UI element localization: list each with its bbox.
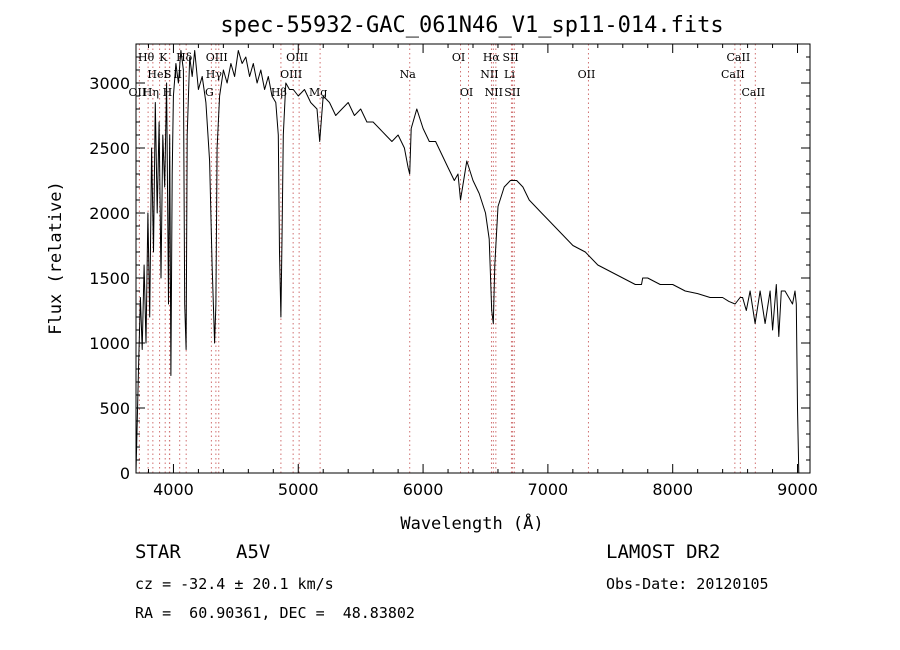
- survey-name: LAMOST DR2: [606, 541, 721, 563]
- line-label: SII: [502, 51, 518, 64]
- line-label: H: [163, 86, 173, 99]
- x-tick-label: 6000: [403, 480, 444, 499]
- x-axis-label: Wavelength (Å): [400, 512, 543, 534]
- line-label: Li: [504, 68, 515, 81]
- radec-text: RA = 60.90361, DEC = 48.83802: [135, 604, 415, 622]
- spectrum-series: [135, 50, 800, 474]
- line-label: Hβ: [271, 86, 287, 99]
- y-axis-label: Flux (relative): [46, 181, 66, 335]
- line-label: Mg: [309, 86, 327, 99]
- line-label: CaII: [741, 86, 765, 99]
- obs-date-text: Obs-Date: 20120105: [606, 575, 769, 593]
- x-tick-label: 8000: [652, 480, 693, 499]
- y-tick-label: 2500: [89, 139, 130, 158]
- line-label: Na: [400, 68, 417, 81]
- emission-line-markers: [138, 44, 756, 473]
- line-label: OIII: [206, 51, 228, 64]
- line-label: CaII: [727, 51, 751, 64]
- y-tick-label: 500: [99, 399, 130, 418]
- line-label: OII: [129, 86, 147, 99]
- line-label: Hα: [483, 51, 501, 64]
- object-subclass: A5V: [236, 541, 271, 563]
- x-tick-label: 9000: [777, 480, 818, 499]
- line-label: HeI: [147, 68, 167, 81]
- line-label: K: [159, 51, 168, 64]
- line-label: Hγ: [206, 68, 223, 81]
- line-label: CaII: [721, 68, 745, 81]
- x-tick-label: 5000: [278, 480, 319, 499]
- y-tick-label: 2000: [89, 204, 130, 223]
- line-label: SII: [504, 86, 520, 99]
- x-tick-label: 7000: [528, 480, 569, 499]
- line-label: Hη: [143, 86, 159, 99]
- line-label: OII: [578, 68, 596, 81]
- y-tick-label: 3000: [89, 74, 130, 93]
- redshift-text: cz = -32.4 ± 20.1 km/s: [135, 575, 334, 593]
- x-axis-ticks: 4000 5000 6000 7000 8000 9000: [147, 44, 818, 499]
- line-label: OI: [460, 86, 473, 99]
- plot-frame: [135, 43, 811, 474]
- line-label: OI: [452, 51, 465, 64]
- x-tick-label: 4000: [153, 480, 194, 499]
- line-label: OIII: [280, 68, 302, 81]
- object-class: STAR: [135, 541, 181, 563]
- line-label: NII: [485, 86, 503, 99]
- line-label: G: [205, 86, 214, 99]
- y-tick-label: 0: [120, 464, 130, 483]
- line-label: Hθ: [138, 51, 155, 64]
- line-label: OIII: [286, 51, 308, 64]
- spectrum-line: [135, 50, 800, 474]
- chart-title: spec-55932-GAC_061N46_V1_sp11-014.fits: [220, 13, 723, 38]
- line-label: S: [164, 68, 172, 81]
- y-axis-ticks: 0 500 1000 1500 2000 2500 3000: [89, 56, 810, 483]
- y-tick-label: 1000: [89, 334, 130, 353]
- y-tick-label: 1500: [89, 269, 130, 288]
- line-label: NII: [480, 68, 498, 81]
